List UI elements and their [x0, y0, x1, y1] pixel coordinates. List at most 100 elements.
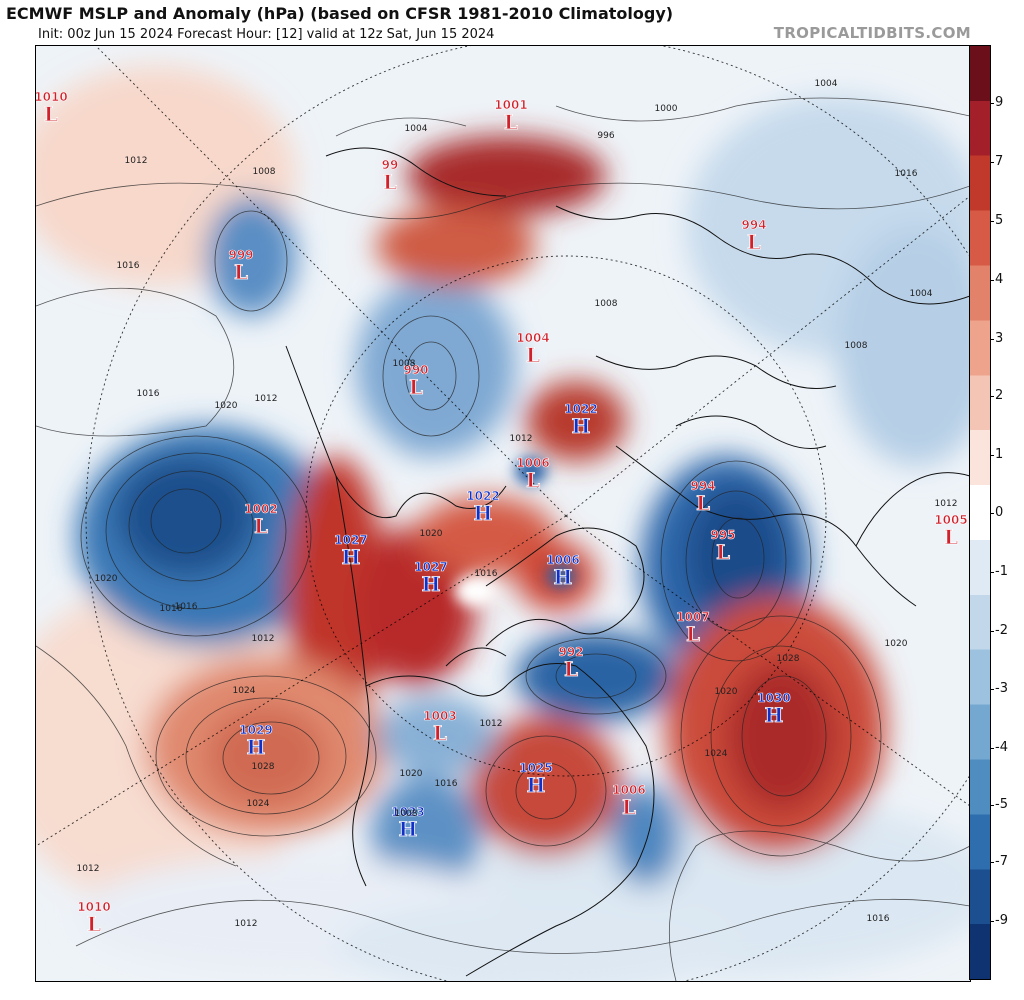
colorbar-tick-mark	[990, 103, 994, 104]
colorbar-tick-label: -9	[995, 913, 1008, 928]
isobar-label: 1016	[867, 914, 890, 924]
isobar-label: 1020	[420, 529, 443, 539]
colorbar-tick-mark	[990, 805, 994, 806]
isobar-label: 1024	[233, 686, 256, 696]
colorbar-tick-mark	[990, 221, 994, 222]
isobar-label: 1012	[252, 634, 275, 644]
isobar-label: 1004	[815, 79, 838, 89]
low-letter: L	[44, 102, 58, 126]
colorbar-tick-mark	[990, 396, 994, 397]
anomaly-field	[36, 66, 970, 981]
high-letter: H	[554, 565, 573, 589]
pressure-value: 1006	[516, 456, 549, 470]
pressure-value: 1027	[334, 533, 367, 547]
isobar-label: 1012	[235, 919, 258, 929]
anomaly-detail	[454, 457, 575, 607]
watermark: TROPICALTIDBITS.COM	[773, 24, 971, 42]
high-letter: H	[422, 572, 441, 596]
isobar-label: 1008	[395, 809, 418, 819]
pressure-value: 1025	[519, 761, 552, 775]
colorbar-tick-mark	[990, 748, 994, 749]
low-letter: L	[409, 375, 423, 399]
colorbar-tick-label: 4	[995, 272, 1004, 287]
isobar-label: 1012	[510, 434, 533, 444]
high-letter: H	[399, 817, 418, 841]
isobar-label: 1020	[215, 401, 238, 411]
low-letter: L	[87, 912, 101, 936]
isobar-label: 1016	[117, 261, 140, 271]
low-letter: L	[944, 525, 958, 549]
pressure-value: 1022	[466, 489, 499, 503]
colorbar-tick-label: 1	[995, 447, 1004, 462]
colorbar-tick-mark	[990, 513, 994, 514]
high-letter: H	[765, 703, 784, 727]
pressure-value: 1023	[391, 805, 424, 819]
pressure-value: 1022	[564, 402, 597, 416]
pressure-value: 1005	[934, 513, 967, 527]
pressure-value: 1027	[414, 560, 447, 574]
colorbar-tick-label: -1	[995, 564, 1008, 579]
isobar-label: 1000	[655, 104, 678, 114]
pressure-value: 1030	[757, 691, 790, 705]
isobar-label: 1012	[125, 156, 148, 166]
pressure-value: 1010	[77, 900, 110, 914]
colorbar-tick-label: 7	[995, 154, 1004, 169]
isobar-label: 1008	[845, 341, 868, 351]
colorbar-tick-mark	[990, 339, 994, 340]
isobar-label: 1012	[77, 864, 100, 874]
pressure-value: 992	[558, 645, 583, 659]
isobar-label-layer: 1012 1008 1016 1012 1016 1020 1016 1024 1028 1024…	[77, 79, 958, 929]
isobar-label: 1020	[885, 639, 908, 649]
high-letter: H	[527, 773, 546, 797]
low-letter: L	[504, 110, 518, 134]
isobars	[36, 97, 970, 981]
low-letter: L	[686, 622, 700, 646]
high-letter: H	[247, 735, 266, 759]
isobar-label: 1024	[247, 799, 270, 809]
colorbar-tick-label: 2	[995, 388, 1004, 403]
colorbar-tick-mark	[990, 455, 994, 456]
anomaly-colorbar	[969, 45, 991, 980]
low-pressure-center: 99L	[381, 158, 399, 195]
pressure-value: 1006	[546, 553, 579, 567]
pressure-value: 994	[741, 218, 766, 232]
low-letter: L	[526, 468, 540, 492]
colorbar-tick-label: 3	[995, 331, 1004, 346]
colorbar-tick-label: -5	[995, 797, 1008, 812]
pressure-value: 99	[382, 158, 399, 172]
low-letter: L	[747, 230, 761, 254]
isobar-label: 1004	[405, 124, 428, 134]
colorbar-tick-label: -7	[995, 854, 1008, 869]
isobar-label: 1016	[137, 389, 160, 399]
isobar-label: 1020	[400, 769, 423, 779]
low-letter: L	[383, 170, 397, 194]
isobar-label: 1012	[480, 719, 503, 729]
isobar-label: 1016	[435, 779, 458, 789]
map-title: ECMWF MSLP and Anomaly (hPa) (based on C…	[6, 4, 674, 23]
pressure-value: 990	[403, 363, 428, 377]
pressure-value: 994	[690, 479, 715, 493]
colorbar-tick-label: -3	[995, 681, 1008, 696]
isobar-label: 1024	[705, 749, 728, 759]
colorbar-tick-label: -2	[995, 623, 1008, 638]
colorbar-tick-label: 0	[995, 505, 1004, 520]
latitude-lines	[36, 46, 970, 981]
isobar-label: 1004	[910, 289, 933, 299]
isobar-label: 1008	[393, 359, 416, 369]
